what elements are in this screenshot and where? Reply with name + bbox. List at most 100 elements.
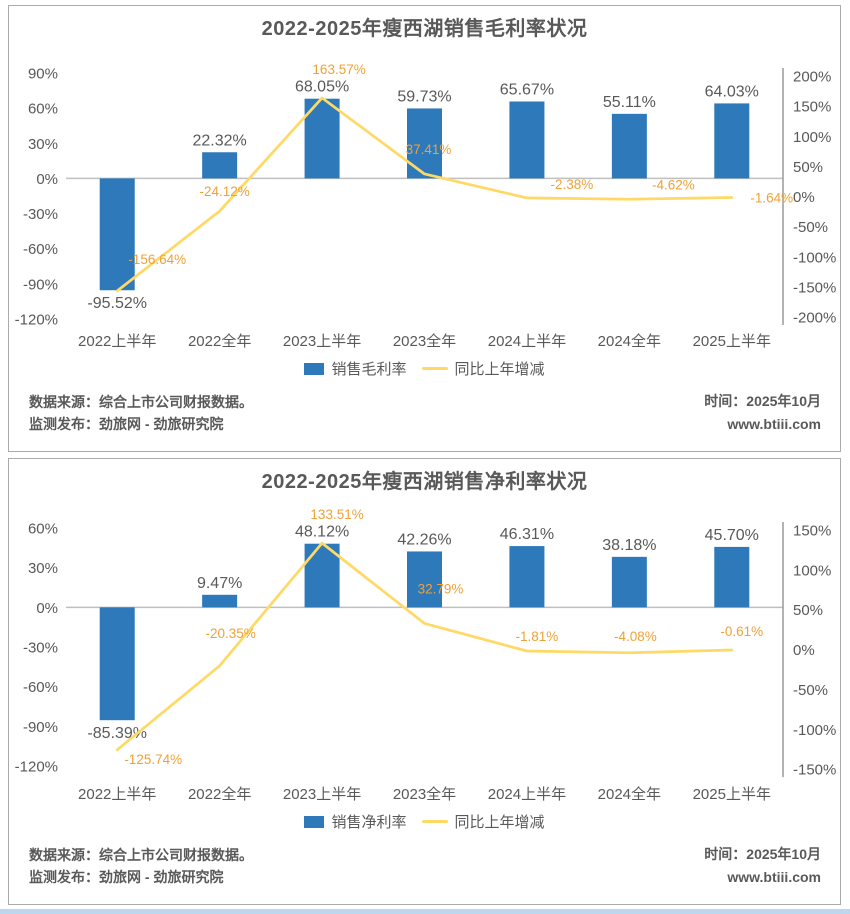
category-label: 2024全年 xyxy=(598,785,661,803)
publisher-line: 监测发布：劲旅网 - 劲旅研究院 xyxy=(29,416,224,432)
right-axis-tick: -50% xyxy=(793,219,828,236)
left-axis-tick: -120% xyxy=(15,758,58,775)
left-axis-tick: 30% xyxy=(28,136,58,153)
category-label: 2022全年 xyxy=(188,332,251,350)
right-axis-tick: -150% xyxy=(793,762,836,779)
bar xyxy=(407,551,442,608)
bar xyxy=(611,113,647,179)
gross-margin-chart-panel: 2022-2025年瘦西湖销售毛利率状况 90% 60% 30% 0% -30% -60%… xyxy=(8,5,841,452)
bar-legend-swatch xyxy=(304,815,325,828)
bar-value-label: 65.67% xyxy=(500,81,554,98)
bottom-strip xyxy=(0,909,850,914)
category-label: 2023上半年 xyxy=(283,786,361,803)
right-axis-tick: 0% xyxy=(793,189,815,206)
left-axis-tick: 0% xyxy=(36,171,58,188)
bar-value-label: 42.26% xyxy=(397,531,451,548)
time-note: 时间：2025年10月 www.btiii.com xyxy=(704,390,821,436)
bar xyxy=(99,607,135,721)
left-axis-tick: 90% xyxy=(28,66,58,83)
category-label: 2022上半年 xyxy=(78,786,156,803)
chart-plot: 60% 30% 0% -30% -60% -90% -120% 150% 100% 50% 0% -5… xyxy=(15,507,837,803)
right-axis-tick: 50% xyxy=(793,602,823,619)
time-line: 时间：2025年10月 xyxy=(704,393,821,409)
left-axis-tick: -30% xyxy=(23,639,58,656)
right-axis-tick: -150% xyxy=(793,279,836,296)
line-legend-swatch xyxy=(421,367,448,370)
bar-legend-label: 销售净利率 xyxy=(331,814,407,831)
bar-value-label: -95.52% xyxy=(87,295,147,312)
category-label: 2022上半年 xyxy=(78,333,156,350)
data-source-note: 数据来源：综合上市公司财报数据。 监测发布：劲旅网 - 劲旅研究院 xyxy=(29,844,253,888)
bar xyxy=(714,103,750,179)
bar xyxy=(714,546,750,608)
left-axis-tick: -90% xyxy=(23,719,58,736)
category-label: 2023上半年 xyxy=(283,333,361,350)
net-margin-chart-panel: 2022-2025年瘦西湖销售净利率状况 60% 30% 0% -30% -60% -90… xyxy=(8,458,841,905)
website-line: www.btiii.com xyxy=(727,416,821,432)
line-value-label: -0.61% xyxy=(720,624,763,639)
trend-line xyxy=(115,96,734,293)
right-axis-tick: 0% xyxy=(793,642,815,659)
left-axis-tick: 60% xyxy=(28,101,58,118)
right-axis-tick: 200% xyxy=(793,69,831,86)
data-source-note: 数据来源：综合上市公司财报数据。 监测发布：劲旅网 - 劲旅研究院 xyxy=(29,391,253,435)
right-axis-tick: 50% xyxy=(793,159,823,176)
line-legend-label: 同比上年增减 xyxy=(454,361,545,378)
right-axis-tick: -50% xyxy=(793,682,828,699)
line-legend-label: 同比上年增减 xyxy=(454,814,545,831)
category-label: 2023全年 xyxy=(393,332,456,350)
line-value-label: -24.12% xyxy=(199,184,249,199)
right-axis-tick: 150% xyxy=(793,523,831,540)
website-line: www.btiii.com xyxy=(727,869,821,885)
left-axis-tick: 30% xyxy=(28,560,58,577)
line-value-label: -125.74% xyxy=(124,752,182,767)
time-note: 时间：2025年10月 www.btiii.com xyxy=(704,843,821,889)
publisher-line: 监测发布：劲旅网 - 劲旅研究院 xyxy=(29,869,224,885)
legend: 销售净利率 同比上年增减 xyxy=(9,811,840,832)
left-axis-tick: -30% xyxy=(23,206,58,223)
bar xyxy=(202,152,238,179)
category-label: 2025上半年 xyxy=(693,333,771,350)
source-line: 数据来源：综合上市公司财报数据。 xyxy=(29,394,253,410)
trend-line xyxy=(115,541,734,752)
bar-value-label: 48.12% xyxy=(295,524,349,541)
right-axis-tick: 100% xyxy=(793,562,831,579)
bar xyxy=(509,101,545,179)
right-axis-tick: 100% xyxy=(793,129,831,146)
line-value-label: -2.38% xyxy=(551,177,594,192)
bar-legend-swatch xyxy=(304,362,325,375)
line-value-label: -4.62% xyxy=(652,177,695,192)
line-value-label: -20.35% xyxy=(205,626,255,641)
bar-value-label: 55.11% xyxy=(603,94,656,111)
chart-plot: 90% 60% 30% 0% -30% -60% -90% -120% 200% 150% 100%… xyxy=(15,62,837,350)
line-value-label: 32.79% xyxy=(418,581,464,596)
right-axis-tick: -100% xyxy=(793,722,836,739)
line-value-label: -1.81% xyxy=(516,629,559,644)
left-axis-tick: -90% xyxy=(23,276,58,293)
bar xyxy=(99,178,135,291)
left-axis-tick: -120% xyxy=(15,311,58,328)
line-value-label: 163.57% xyxy=(312,62,365,77)
category-label: 2024全年 xyxy=(598,332,661,350)
bar-value-label: 46.31% xyxy=(500,526,554,543)
bar-value-label: 68.05% xyxy=(295,79,349,96)
bar-value-label: 9.47% xyxy=(197,575,242,592)
category-label: 2024上半年 xyxy=(488,333,566,350)
chart-title: 2022-2025年瘦西湖销售毛利率状况 xyxy=(261,18,588,40)
category-label: 2025上半年 xyxy=(693,786,771,803)
bar xyxy=(611,556,647,608)
line-value-label: -4.08% xyxy=(614,629,657,644)
time-line: 时间：2025年10月 xyxy=(704,846,821,862)
left-axis-tick: -60% xyxy=(23,679,58,696)
bar-value-label: 38.18% xyxy=(602,537,656,554)
line-value-label: -156.64% xyxy=(128,252,186,267)
category-label: 2022全年 xyxy=(188,785,251,803)
left-axis-tick: 60% xyxy=(28,521,58,538)
left-axis-tick: -60% xyxy=(23,241,58,258)
line-value-label: 37.41% xyxy=(406,142,452,157)
line-value-label: -1.64% xyxy=(750,190,793,205)
bar-value-label: 22.32% xyxy=(193,132,247,149)
source-line: 数据来源：综合上市公司财报数据。 xyxy=(29,847,253,863)
bar-value-label: 59.73% xyxy=(397,88,451,105)
